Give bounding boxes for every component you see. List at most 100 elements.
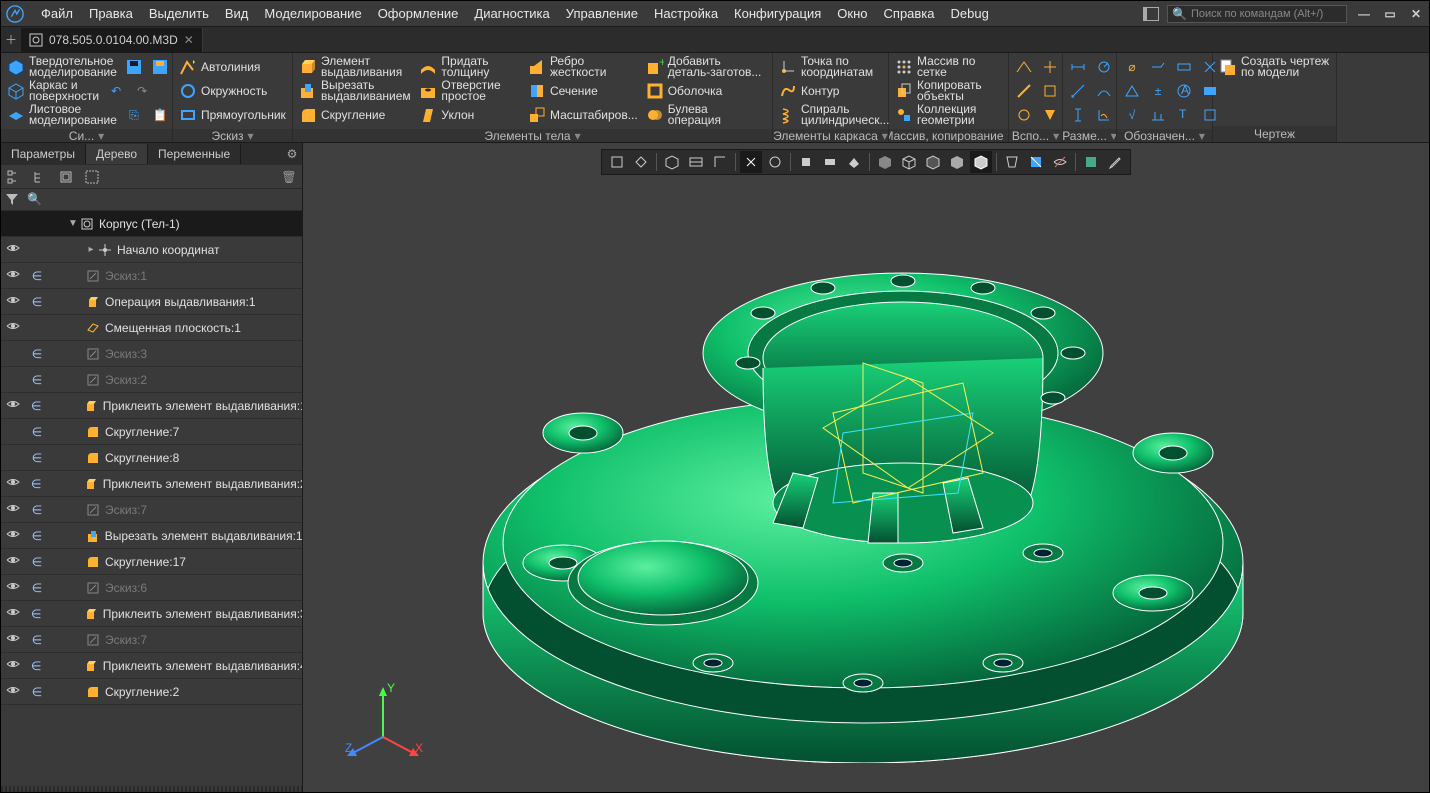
visibility-toggle[interactable] [1, 553, 25, 570]
tree-row[interactable]: Смещенная плоскость:1 [1, 315, 302, 341]
wireframe-mode[interactable]: Каркас и поверхности [3, 79, 103, 103]
aux-btn-5[interactable] [1011, 103, 1037, 127]
save-as-button[interactable] [147, 55, 173, 79]
viewport-3d[interactable]: Y X Z [303, 143, 1429, 792]
create-drawing-button[interactable]: Создать чертеж по модели [1215, 55, 1334, 79]
menu-моделирование[interactable]: Моделирование [256, 2, 369, 25]
annot-btn-5[interactable] [1119, 79, 1145, 103]
aux-btn-1[interactable] [1011, 55, 1037, 79]
include-toggle[interactable]: ∈ [25, 503, 49, 517]
include-toggle[interactable]: ∈ [24, 607, 47, 621]
menu-файл[interactable]: Файл [33, 2, 81, 25]
circle-button[interactable]: Окружность [175, 79, 271, 103]
expand-toggle[interactable]: ▼ [67, 218, 79, 229]
tree-row[interactable]: ∈Эскиз:2 [1, 367, 302, 393]
tree-row[interactable]: ∈Эскиз:7 [1, 497, 302, 523]
vp-btn-shade-4[interactable] [946, 151, 968, 173]
vp-btn-5[interactable] [709, 151, 731, 173]
paste-button[interactable]: 📋 [147, 103, 173, 127]
annot-btn-3[interactable] [1171, 55, 1197, 79]
vp-btn-hide[interactable] [1049, 151, 1071, 173]
copy-button[interactable]: ⎘ [121, 103, 147, 127]
vp-btn-ortho-2[interactable] [819, 151, 841, 173]
section-button[interactable]: Сечение [524, 79, 642, 103]
tree-row[interactable]: ▼Корпус (Тел-1) [1, 211, 302, 237]
vp-btn-color[interactable] [1080, 151, 1102, 173]
cut-extrude-button[interactable]: Вырезать выдавливанием [295, 79, 415, 103]
vp-btn-persp[interactable] [1001, 151, 1023, 173]
vp-btn-6[interactable] [740, 151, 762, 173]
annot-btn-10[interactable] [1145, 103, 1171, 127]
dim-btn-1[interactable] [1065, 55, 1091, 79]
vp-btn-eyedrop[interactable] [1104, 151, 1126, 173]
save-button[interactable] [121, 55, 147, 79]
visibility-toggle[interactable] [1, 683, 25, 700]
contour-button[interactable]: Контур [775, 79, 886, 103]
menu-конфигурация[interactable]: Конфигурация [726, 2, 829, 25]
visibility-toggle[interactable] [1, 293, 25, 310]
visibility-toggle[interactable] [1, 605, 24, 622]
tree-row[interactable]: ∈Эскиз:3 [1, 341, 302, 367]
vp-btn-shade-5[interactable] [970, 151, 992, 173]
point-coords-button[interactable]: Точка по координатам [775, 55, 886, 79]
include-toggle[interactable]: ∈ [24, 399, 47, 413]
tree-tb-2[interactable] [31, 168, 49, 186]
include-toggle[interactable]: ∈ [24, 659, 47, 673]
vp-btn-ortho-1[interactable] [795, 151, 817, 173]
vp-btn-ortho-3[interactable] [843, 151, 865, 173]
visibility-toggle[interactable] [1, 631, 25, 648]
tree-row[interactable]: ∈Скругление:17 [1, 549, 302, 575]
command-search[interactable]: 🔍 Поиск по командам (Alt+/) [1167, 5, 1347, 23]
annot-btn-6[interactable]: ± [1145, 79, 1171, 103]
new-tab-button[interactable]: ＋ [1, 31, 21, 48]
visibility-toggle[interactable] [1, 501, 25, 518]
menu-диагностика[interactable]: Диагностика [466, 2, 557, 25]
menu-правка[interactable]: Правка [81, 2, 141, 25]
minimize-button[interactable]: — [1355, 5, 1373, 23]
include-toggle[interactable]: ∈ [25, 581, 49, 595]
include-toggle[interactable]: ∈ [24, 477, 47, 491]
visibility-toggle[interactable] [1, 579, 25, 596]
boolean-button[interactable]: Булева операция [642, 103, 770, 127]
visibility-toggle[interactable] [1, 475, 24, 492]
solid-modeling-mode[interactable]: Твердотельное моделирование [3, 55, 121, 79]
aux-btn-4[interactable] [1037, 79, 1063, 103]
thicken-button[interactable]: Придать толщину [415, 55, 524, 79]
include-toggle[interactable]: ∈ [25, 295, 49, 309]
rectangle-button[interactable]: Прямоугольник [175, 103, 290, 127]
aux-btn-6[interactable] [1037, 103, 1063, 127]
aux-btn-3[interactable] [1011, 79, 1037, 103]
include-toggle[interactable]: ∈ [25, 685, 49, 699]
expand-toggle[interactable]: ▸ [85, 244, 97, 255]
visibility-toggle[interactable] [1, 657, 24, 674]
tree-row[interactable]: ▸Начало координат [1, 237, 302, 263]
include-toggle[interactable]: ∈ [25, 529, 49, 543]
vp-btn-shade-1[interactable] [874, 151, 896, 173]
tab-variables[interactable]: Переменные [148, 144, 241, 164]
include-toggle[interactable]: ∈ [25, 633, 49, 647]
vp-btn-1[interactable] [606, 151, 628, 173]
include-toggle[interactable]: ∈ [25, 373, 49, 387]
document-tab[interactable]: 078.505.0.0104.00.M3D ✕ [21, 28, 203, 52]
tree-row[interactable]: ∈Приклеить элемент выдавливания:1 [1, 393, 302, 419]
geometry-collection-button[interactable]: Коллекция геометрии [891, 103, 1006, 127]
panel-settings-icon[interactable]: ⚙ [282, 147, 302, 161]
redo-button[interactable]: ↷ [129, 79, 155, 103]
include-toggle[interactable]: ∈ [25, 555, 49, 569]
array-grid-button[interactable]: Массив по сетке [891, 55, 1006, 79]
vp-btn-4[interactable] [685, 151, 707, 173]
tree-row[interactable]: ∈Эскиз:1 [1, 263, 302, 289]
add-part-button[interactable]: +Добавить деталь-заготов... [642, 55, 770, 79]
tree-row[interactable]: ∈Эскиз:7 [1, 627, 302, 653]
dim-btn-4[interactable] [1091, 79, 1117, 103]
tree-row[interactable]: ∈Скругление:7 [1, 419, 302, 445]
spiral-button[interactable]: Спираль цилиндрическ... [775, 103, 886, 127]
tree-row[interactable]: ∈Скругление:2 [1, 679, 302, 705]
tree-row[interactable]: ∈Приклеить элемент выдавливания:3 [1, 601, 302, 627]
menu-вид[interactable]: Вид [217, 2, 257, 25]
menu-настройка[interactable]: Настройка [646, 2, 726, 25]
menu-debug[interactable]: Debug [943, 2, 997, 25]
visibility-toggle[interactable] [1, 241, 25, 258]
tree-row[interactable]: ∈Приклеить элемент выдавливания:2 [1, 471, 302, 497]
tab-tree[interactable]: Дерево [86, 144, 148, 164]
